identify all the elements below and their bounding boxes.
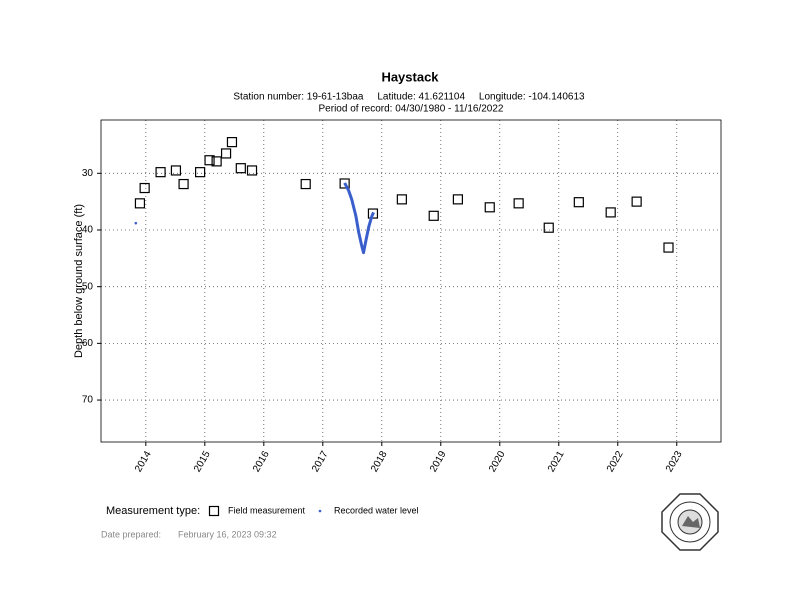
legend-marker (318, 509, 322, 513)
date-value: February 16, 2023 09:32 (178, 529, 277, 539)
y-tick-label: 70 (82, 395, 94, 406)
water-level-point (134, 221, 138, 225)
x-tick-label: 2019 (428, 449, 449, 474)
x-tick-label: 2021 (546, 449, 567, 474)
field-measurement (226, 137, 238, 148)
field-measurement (204, 155, 215, 166)
x-tick-label: 2014 (133, 449, 154, 474)
legend-title: Measurement type: (106, 505, 200, 517)
x-tick-label: 2018 (369, 449, 390, 474)
field-measurement (220, 148, 232, 159)
x-tick-label: 2023 (664, 449, 685, 474)
field-measurement (513, 198, 524, 209)
field-measurement (484, 202, 495, 213)
field-measurement (139, 182, 150, 194)
x-tick-label: 2016 (251, 449, 272, 474)
field-measurement (573, 197, 584, 208)
field-measurement (631, 196, 642, 207)
field-measurement (605, 207, 616, 218)
field-measurement (367, 208, 379, 219)
agency-logo (661, 493, 719, 551)
legend-marker (208, 505, 220, 517)
water-level-line (343, 182, 375, 255)
field-measurement (235, 163, 246, 174)
field-measurement (452, 194, 463, 205)
field-measurement (170, 165, 182, 176)
x-tick-label: 2017 (310, 449, 331, 474)
field-measurement (246, 165, 258, 176)
date-label: Date prepared: (101, 529, 161, 539)
y-tick-label: 30 (82, 168, 94, 179)
field-measurement (134, 198, 146, 209)
x-tick-label: 2015 (192, 449, 213, 474)
field-measurement (300, 178, 311, 190)
field-measurement (396, 194, 407, 205)
field-measurement (155, 167, 166, 178)
x-tick-label: 2022 (605, 449, 626, 474)
field-measurement (178, 178, 189, 190)
y-tick-label: 50 (82, 281, 94, 292)
field-measurement (195, 167, 206, 178)
field-measurement (543, 222, 554, 233)
y-axis-label: Depth below ground surface (ft) (73, 204, 85, 358)
x-tick-label: 2020 (487, 449, 508, 474)
chart-title: Haystack (381, 69, 439, 84)
plot-frame (100, 119, 722, 443)
field-measurement (211, 156, 222, 167)
legend-label: Field measurement (228, 505, 306, 515)
chart-subtitle: Station number: 19-61-13baa Latitude: 41… (233, 92, 585, 103)
y-tick-label: 40 (82, 225, 94, 236)
y-tick-label: 60 (82, 338, 94, 349)
legend-label: Recorded water level (334, 505, 419, 515)
field-measurement (663, 242, 674, 253)
field-measurement (339, 178, 350, 189)
field-measurement (428, 210, 439, 221)
period-of-record: Period of record: 04/30/1980 - 11/16/202… (319, 104, 504, 115)
